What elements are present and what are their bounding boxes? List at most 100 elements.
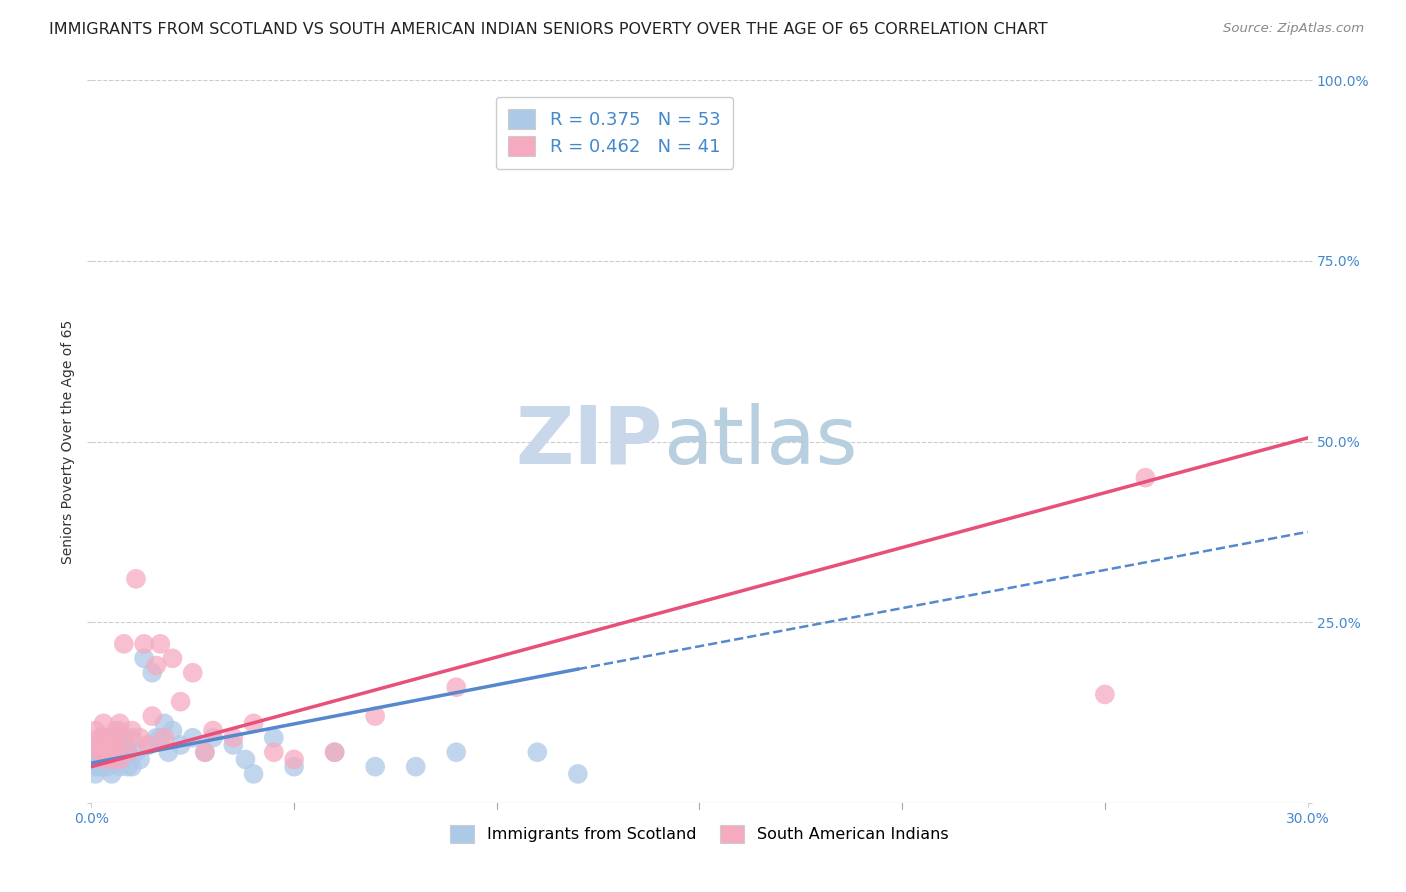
Point	[97, 731, 120, 745]
Point	[108, 723, 131, 738]
Point	[112, 731, 135, 745]
Point	[323, 745, 346, 759]
Point	[104, 738, 127, 752]
Point	[97, 738, 120, 752]
Point	[141, 665, 163, 680]
Point	[89, 731, 111, 745]
Point	[93, 716, 115, 731]
Point	[263, 731, 285, 745]
Point	[117, 745, 139, 759]
Point	[364, 709, 387, 723]
Point	[263, 745, 285, 759]
Point	[141, 709, 163, 723]
Point	[157, 745, 180, 759]
Point	[149, 637, 172, 651]
Point	[93, 752, 115, 766]
Point	[132, 637, 155, 651]
Point	[162, 651, 184, 665]
Point	[84, 767, 107, 781]
Point	[93, 760, 115, 774]
Point	[364, 760, 387, 774]
Point	[129, 731, 152, 745]
Point	[104, 723, 127, 738]
Point	[405, 760, 427, 774]
Point	[108, 716, 131, 731]
Point	[108, 752, 131, 766]
Point	[149, 731, 172, 745]
Point	[121, 723, 143, 738]
Point	[444, 745, 467, 759]
Point	[97, 745, 120, 759]
Point	[194, 745, 217, 759]
Point	[84, 738, 107, 752]
Point	[97, 745, 120, 759]
Point	[242, 716, 264, 731]
Point	[121, 731, 143, 745]
Point	[108, 745, 131, 759]
Point	[93, 745, 115, 759]
Point	[1135, 470, 1157, 484]
Point	[84, 760, 107, 774]
Point	[129, 752, 152, 766]
Point	[202, 731, 225, 745]
Point	[89, 760, 111, 774]
Point	[181, 731, 204, 745]
Point	[136, 738, 159, 752]
Point	[194, 745, 217, 759]
Point	[100, 767, 122, 781]
Point	[93, 738, 115, 752]
Point	[132, 651, 155, 665]
Point	[93, 752, 115, 766]
Y-axis label: Seniors Poverty Over the Age of 65: Seniors Poverty Over the Age of 65	[62, 319, 76, 564]
Point	[93, 731, 115, 745]
Point	[104, 752, 127, 766]
Point	[89, 745, 111, 759]
Point	[444, 680, 467, 694]
Legend: Immigrants from Scotland, South American Indians: Immigrants from Scotland, South American…	[444, 819, 955, 849]
Point	[100, 752, 122, 766]
Text: IMMIGRANTS FROM SCOTLAND VS SOUTH AMERICAN INDIAN SENIORS POVERTY OVER THE AGE O: IMMIGRANTS FROM SCOTLAND VS SOUTH AMERIC…	[49, 22, 1047, 37]
Text: ZIP: ZIP	[516, 402, 664, 481]
Point	[125, 572, 148, 586]
Point	[112, 738, 135, 752]
Point	[169, 738, 191, 752]
Point	[89, 752, 111, 766]
Point	[222, 731, 245, 745]
Point	[169, 695, 191, 709]
Point	[222, 738, 245, 752]
Point	[125, 745, 148, 759]
Point	[112, 752, 135, 766]
Point	[235, 752, 257, 766]
Point	[121, 760, 143, 774]
Point	[526, 745, 548, 759]
Point	[283, 752, 305, 766]
Point	[202, 723, 225, 738]
Point	[117, 760, 139, 774]
Point	[89, 738, 111, 752]
Point	[153, 716, 176, 731]
Point	[145, 731, 167, 745]
Point	[108, 760, 131, 774]
Point	[181, 665, 204, 680]
Point	[136, 738, 159, 752]
Point	[153, 731, 176, 745]
Point	[162, 723, 184, 738]
Point	[84, 752, 107, 766]
Point	[1094, 687, 1116, 701]
Point	[323, 745, 346, 759]
Text: atlas: atlas	[664, 402, 858, 481]
Point	[112, 637, 135, 651]
Point	[100, 738, 122, 752]
Point	[84, 723, 107, 738]
Point	[104, 731, 127, 745]
Point	[97, 760, 120, 774]
Point	[100, 738, 122, 752]
Text: Source: ZipAtlas.com: Source: ZipAtlas.com	[1223, 22, 1364, 36]
Point	[145, 658, 167, 673]
Point	[117, 745, 139, 759]
Point	[283, 760, 305, 774]
Point	[567, 767, 589, 781]
Point	[242, 767, 264, 781]
Point	[100, 752, 122, 766]
Point	[89, 745, 111, 759]
